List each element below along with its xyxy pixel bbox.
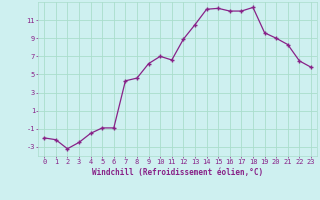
X-axis label: Windchill (Refroidissement éolien,°C): Windchill (Refroidissement éolien,°C) [92,168,263,177]
